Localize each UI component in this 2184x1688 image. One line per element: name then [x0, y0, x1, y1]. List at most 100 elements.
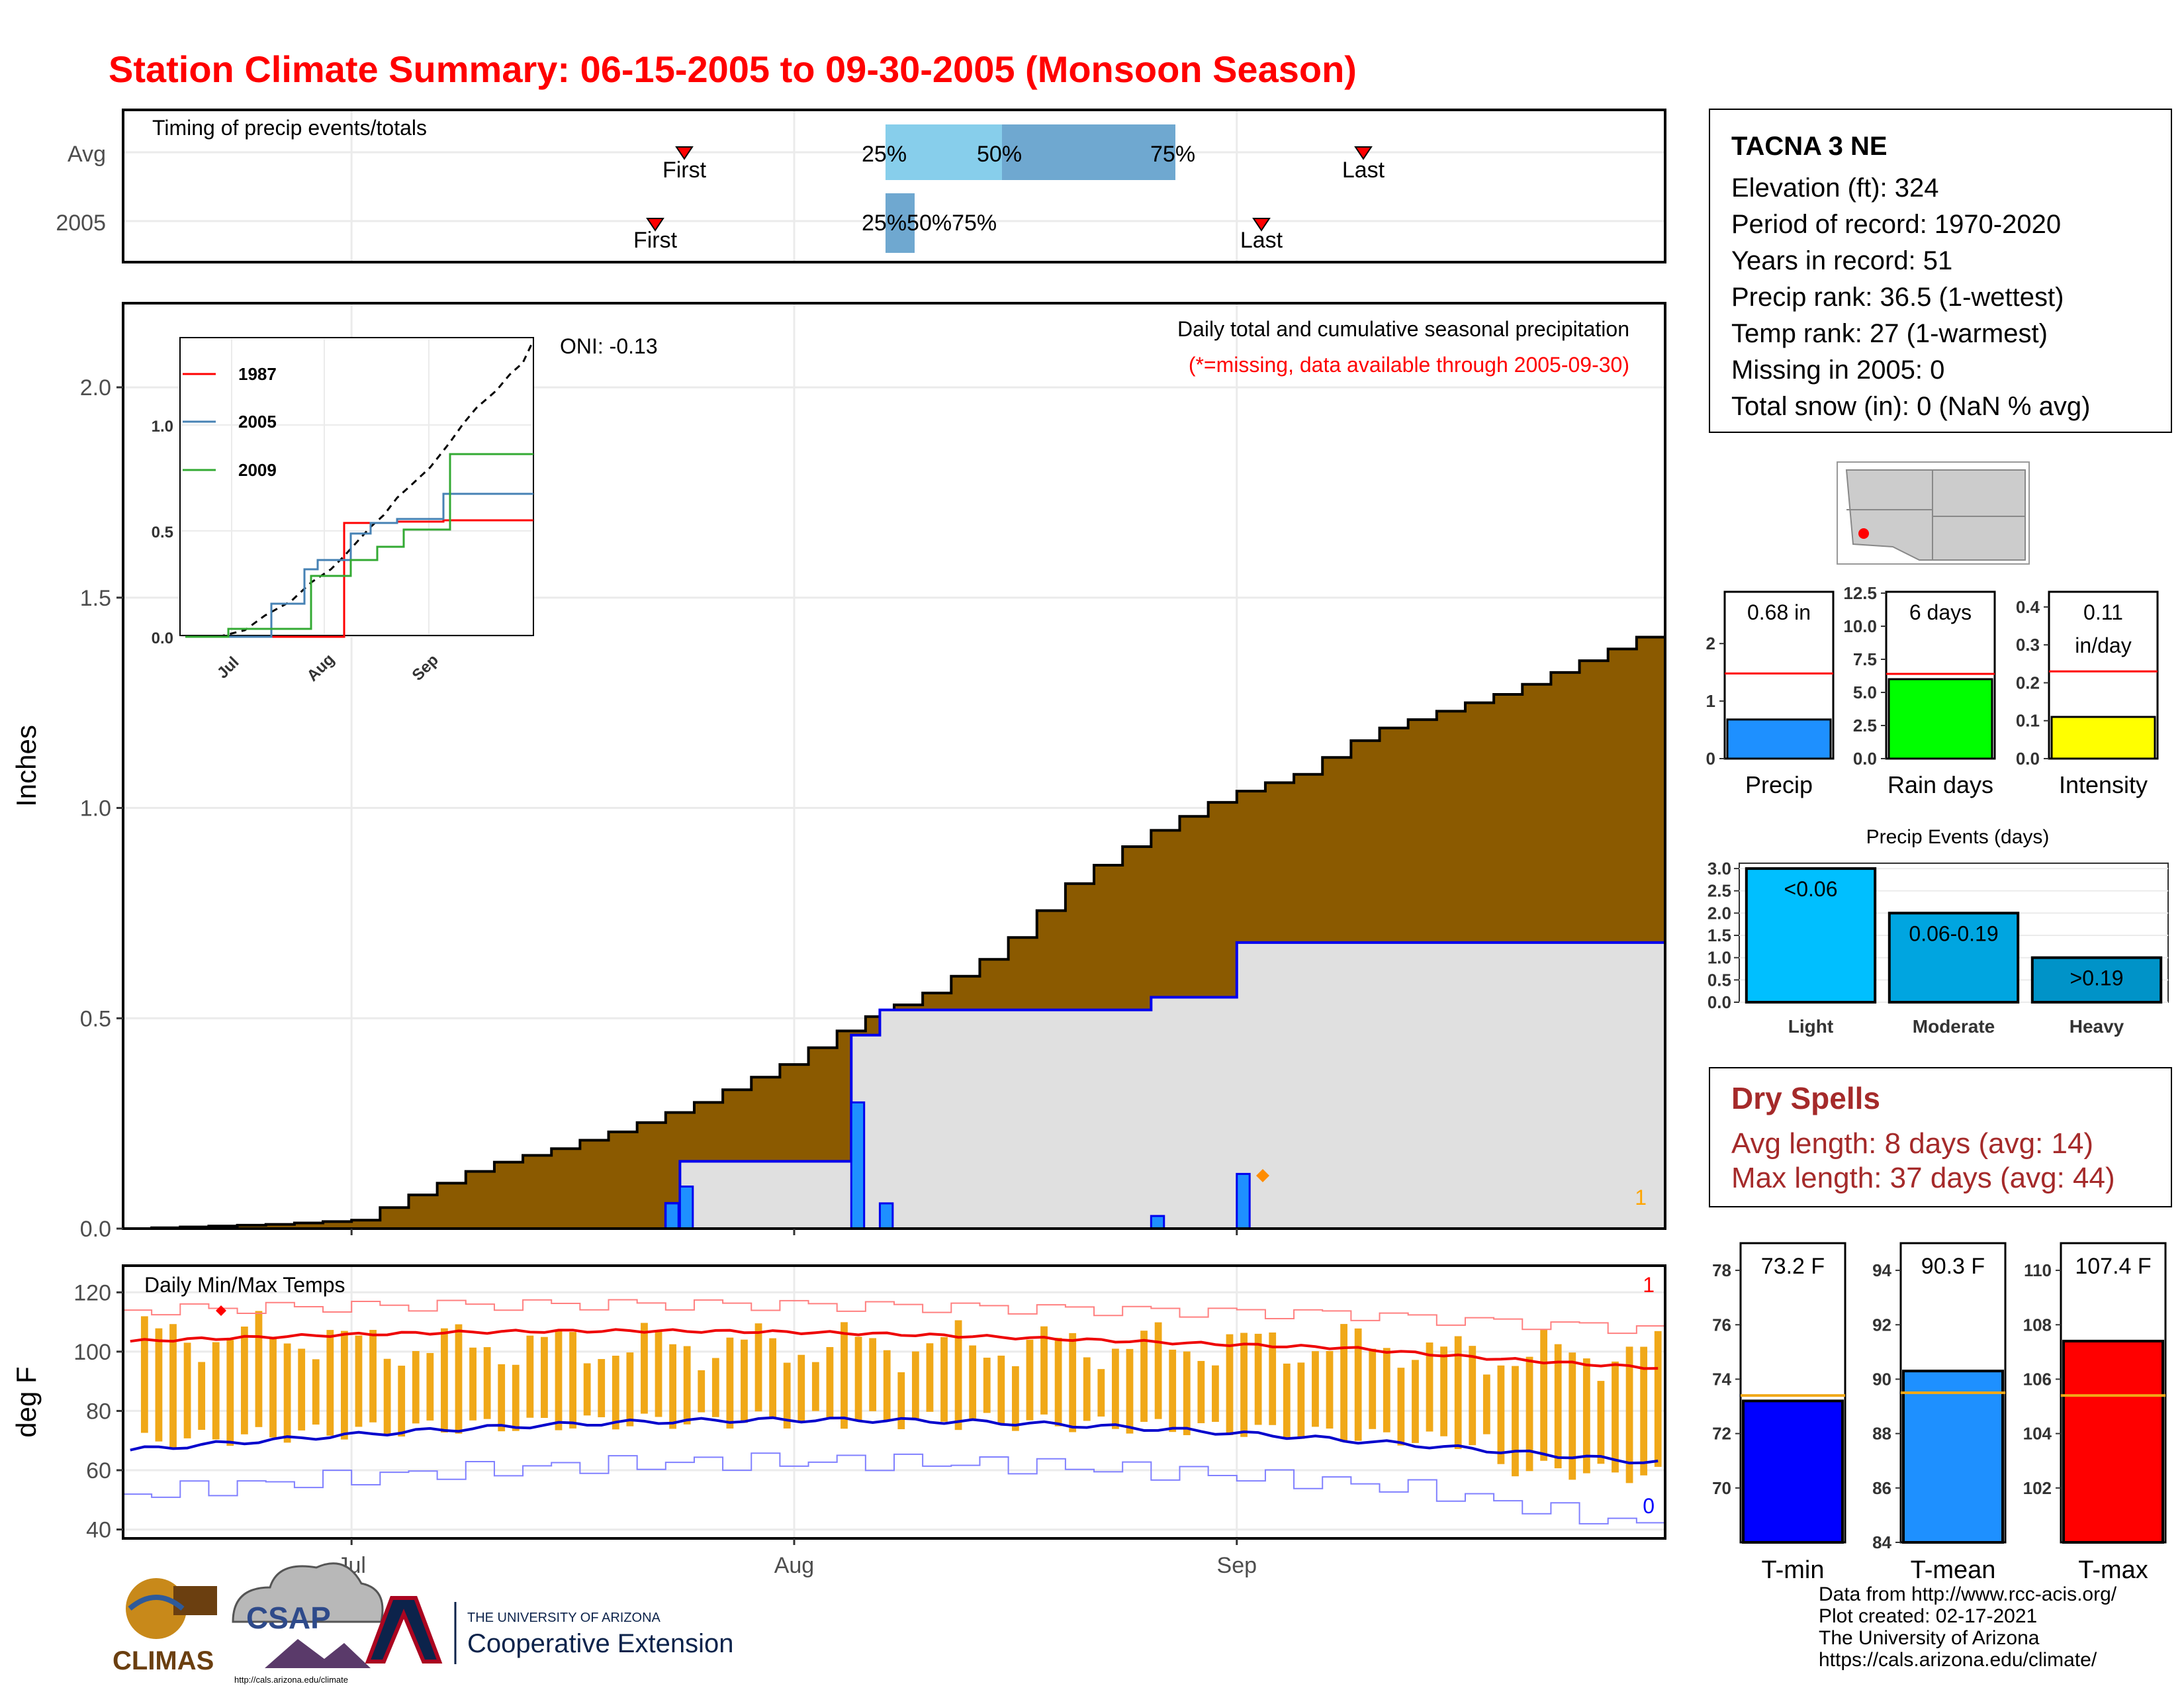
daily-temp-range-bar: [711, 1358, 719, 1417]
temp-bar-charts: 70 72 74 76 78 73.2 F T-min 84 86 88 90 92 94 90.3 F T…: [1712, 1242, 2167, 1584]
page-title: Station Climate Summary: 06-15-2005 to 0…: [109, 48, 1357, 90]
temp-chart-tick-label: 76: [1712, 1315, 1731, 1335]
mini-chart-label: Precip: [1745, 771, 1813, 798]
temp-chart-tick-label: 74: [1712, 1369, 1731, 1389]
temp-ytick-label: 80: [86, 1399, 111, 1424]
mini-chart-tick-label: 12.5: [1843, 583, 1877, 603]
daily-temp-range-bar: [854, 1336, 862, 1421]
events-bar: [2030, 956, 2163, 1004]
mini-chart-tick-label: 0.3: [2016, 635, 2040, 655]
avg-last-marker: [1354, 146, 1373, 160]
daily-temp-range-bar: [283, 1343, 291, 1443]
daily-temp-range-bar: [212, 1342, 220, 1440]
daily-temp-range-bar: [1383, 1348, 1390, 1432]
daily-temp-range-bar: [1340, 1324, 1347, 1442]
mini-chart-value-line: 0.11: [2083, 600, 2123, 624]
daily-temp-range-bar: [1540, 1329, 1548, 1461]
daily-precip-bar: [1236, 1172, 1251, 1229]
daily-temp-range-bar: [1397, 1368, 1405, 1446]
daily-temp-range-bar: [1169, 1349, 1177, 1432]
daily-temp-range-bar: [911, 1351, 919, 1421]
daily-temp-range-bar: [198, 1362, 206, 1430]
daily-temp-range-bar: [1240, 1333, 1248, 1437]
inset-ytick-2: 1.0: [152, 418, 173, 436]
daily-temp-range-bar: [383, 1358, 391, 1434]
daily-temp-range-bar: [483, 1347, 491, 1419]
dry-spells-title: Dry Spells: [1731, 1081, 1880, 1115]
record-low-count: 0: [1643, 1494, 1655, 1518]
daily-precip-bar: [850, 1101, 866, 1229]
mini-chart-label: Intensity: [2059, 771, 2148, 798]
inset-ytick-1: 0.5: [152, 524, 173, 541]
daily-temp-range-bar: [140, 1316, 148, 1433]
y2005-quartile-box: [886, 193, 915, 253]
temp-chart-value: 73.2 F: [1761, 1254, 1825, 1279]
avg-p50-label: 50%: [977, 142, 1022, 167]
daily-temp-range-bar: [754, 1323, 762, 1412]
daily-temp-range-bar: [869, 1338, 877, 1411]
daily-temp-range-bar: [683, 1346, 691, 1425]
daily-temp-range-bar: [997, 1355, 1005, 1424]
station-info-box: TACNA 3 NE Elevation (ft): 324 Period of…: [1709, 109, 2172, 433]
daily-temp-range-bar: [412, 1350, 420, 1424]
daily-temp-range-bar: [183, 1342, 191, 1438]
mini-chart-label: Rain days: [1888, 771, 1993, 798]
temp-chart-tick-label: 106: [2023, 1369, 2052, 1389]
daily-temp-range-bar: [1612, 1361, 1619, 1473]
temp-chart-bar: [2062, 1339, 2164, 1544]
precip-panel: 0.0 0.5 1.0 1.5 2.0 Inches ONI: -0.13 Daily …: [11, 302, 1666, 1242]
temp-chart-tick-label: 94: [1872, 1260, 1891, 1280]
daily-temp-range-bar: [783, 1362, 791, 1429]
events-tick-label: 0.5: [1707, 970, 1731, 990]
temp-chart-tick-label: 72: [1712, 1424, 1731, 1444]
daily-temp-range-bar: [441, 1328, 448, 1433]
events-tick-label: 2.5: [1707, 881, 1731, 901]
avg-last-label: Last: [1342, 158, 1385, 183]
daily-temp-range-bar: [698, 1370, 705, 1413]
station-precip-rank: Precip rank: 36.5 (1-wettest): [1731, 283, 2064, 312]
daily-temp-range-bar: [1469, 1346, 1477, 1446]
daily-temp-range-bar: [641, 1323, 648, 1414]
station-snow: Total snow (in): 0 (NaN % avg): [1731, 392, 2091, 421]
avg-first-marker: [675, 146, 694, 160]
temp-ytick-label: 40: [86, 1518, 111, 1543]
daily-temp-range-bar: [1426, 1342, 1433, 1432]
station-period: Period of record: 1970-2020: [1731, 210, 2062, 239]
daily-precip-bar: [878, 1202, 894, 1229]
daily-temp-range-bar: [883, 1350, 891, 1421]
avg-p25-label: 25%: [862, 142, 907, 167]
daily-temp-range-bar: [341, 1331, 348, 1440]
mini-chart-tick-label: 0.1: [2016, 711, 2040, 731]
temp-chart-tick-label: 104: [2023, 1424, 2052, 1444]
daily-temp-range-bar: [226, 1340, 234, 1446]
station-temp-rank: Temp rank: 27 (1-warmest): [1731, 319, 2048, 348]
mini-chart-value-line: in/day: [2075, 633, 2131, 657]
daily-temp-range-bar: [269, 1336, 277, 1438]
avg-quartile-box-high: [1002, 124, 1175, 180]
daily-temp-range-bar: [969, 1345, 977, 1421]
credit-line: https://cals.arizona.edu/climate/: [1819, 1649, 2097, 1671]
ua-logo: THE UNIVERSITY OF ARIZONA Cooperative Ex…: [365, 1596, 733, 1664]
precip-ytick-label: 2.0: [80, 375, 111, 400]
events-bar: [1745, 867, 1877, 1004]
temp-xtick-label: Aug: [774, 1553, 815, 1578]
daily-temp-range-bar: [455, 1324, 463, 1434]
precip-heading: Daily total and cumulative seasonal prec…: [1177, 317, 1629, 341]
inset-legend-1987: 1987: [238, 364, 277, 384]
daily-temp-range-bar: [612, 1356, 619, 1430]
events-bar: [1888, 912, 2020, 1004]
temp-chart-value: 107.4 F: [2075, 1254, 2151, 1279]
temp-ytick-label: 60: [86, 1458, 111, 1483]
mini-chart-bar: [1888, 678, 1993, 760]
precip-ytick-label: 1.5: [80, 586, 111, 611]
record-daily-marker: [1256, 1169, 1269, 1182]
daily-temp-range-bar: [1112, 1348, 1119, 1429]
mini-chart-bar: [1726, 718, 1832, 760]
daily-temp-range-bar: [541, 1336, 548, 1418]
inset-ytick-0: 0.0: [152, 630, 173, 647]
daily-temp-range-bar: [726, 1337, 734, 1429]
mini-bar-charts: 0 1 2 0.68 in Precip 0.0 2.5 5.0 7.5 10.0 12.5 6 da…: [1706, 583, 2159, 798]
temp-chart-label: T-mean: [1911, 1556, 1996, 1584]
temp-chart-tick-label: 110: [2024, 1260, 2052, 1280]
